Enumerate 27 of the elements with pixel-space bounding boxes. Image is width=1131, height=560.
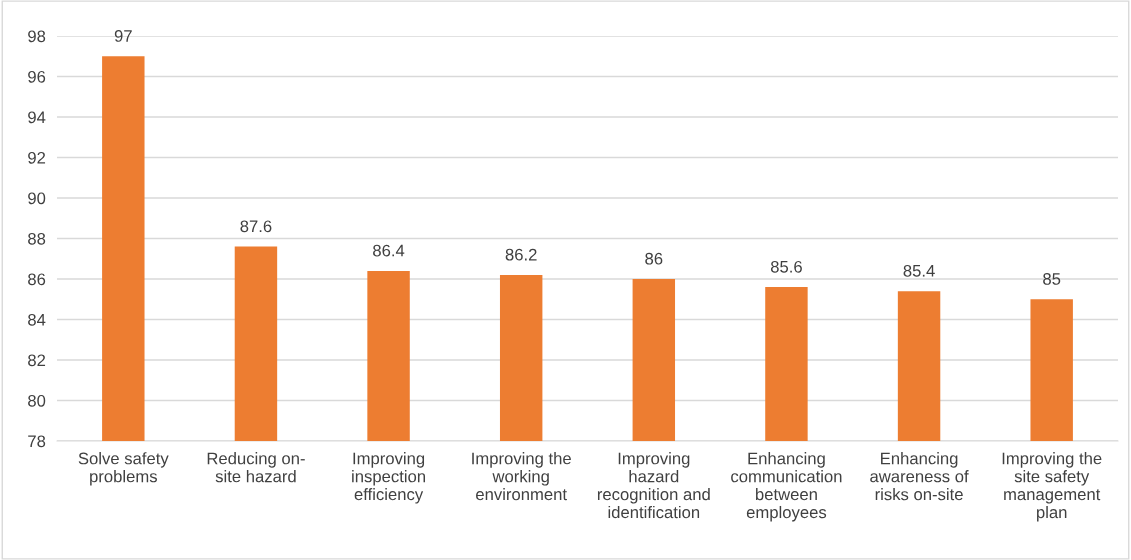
- data-label: 86: [645, 252, 663, 265]
- data-label: 85.6: [770, 260, 802, 273]
- y-tick-label: 84: [28, 313, 46, 326]
- x-tick-label: Improving inspection efficiency: [352, 452, 426, 504]
- x-tick-label: Improving hazard recognition and identification: [597, 452, 710, 519]
- x-tick-label: Solve safety problems: [78, 452, 169, 486]
- data-label: 86.4: [373, 244, 405, 257]
- y-tick-label: 96: [28, 70, 46, 83]
- y-tick-label: 90: [28, 192, 46, 205]
- data-label: 86.2: [505, 248, 537, 261]
- y-tick-label: 78: [28, 435, 46, 448]
- y-tick-label: 86: [28, 273, 46, 286]
- data-label: 97: [114, 30, 132, 42]
- data-label: 87.6: [240, 220, 272, 233]
- x-tick-label: Improving the site safety management plan: [1002, 452, 1102, 522]
- y-tick-label: 82: [28, 354, 46, 367]
- data-label: 85: [1043, 273, 1061, 285]
- y-tick-label: 80: [28, 394, 46, 407]
- x-tick-label: Reducing on- site hazard: [207, 452, 305, 483]
- x-tick-label: Improving the working environment: [472, 452, 571, 501]
- y-tick-label: 98: [28, 30, 46, 43]
- data-label: 85.4: [903, 264, 935, 277]
- y-tick-label: 88: [28, 232, 46, 245]
- x-tick-label: Enhancing awareness of risks on-site: [870, 452, 969, 501]
- x-tick-label: Enhancing communication between employees: [731, 452, 842, 522]
- y-tick-label: 94: [28, 111, 46, 124]
- y-tick-label: 92: [28, 151, 46, 164]
